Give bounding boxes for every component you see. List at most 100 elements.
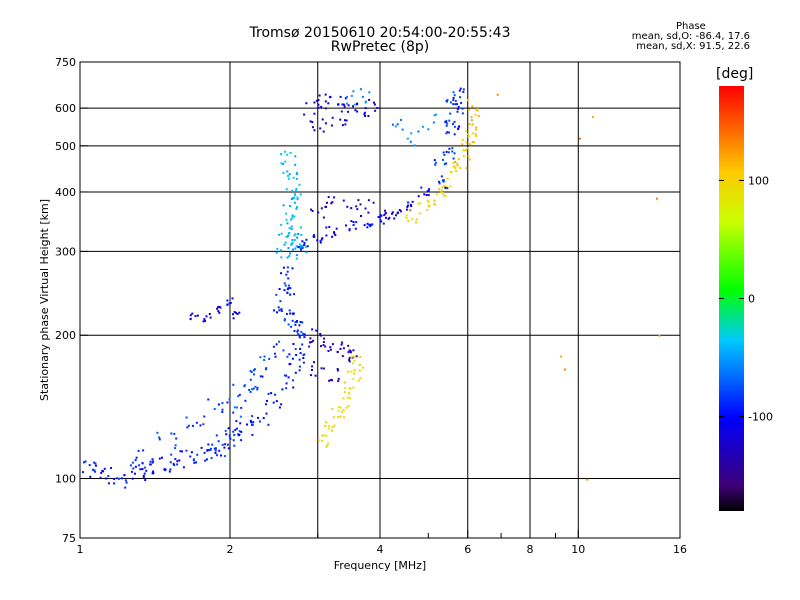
scatter-point [333,196,336,199]
scatter-point [286,256,289,259]
scatter-point [233,406,236,409]
scatter-point [470,119,473,122]
scatter-point [223,446,226,449]
scatter-point [285,273,288,276]
scatter-point [341,103,344,106]
scatter-point [434,203,437,206]
scatter-point [468,123,471,126]
scatter-point [387,217,390,220]
scatter-point [280,308,283,311]
scatter-point [337,380,340,383]
scatter-point [297,246,300,249]
scatter-point [452,98,455,101]
scatter-point [218,311,221,314]
scatter-point [475,108,478,111]
scatter-point [221,402,224,405]
scatter-point [217,310,220,313]
scatter-point [293,193,296,196]
scatter-point [346,396,349,399]
scatter-point [445,119,448,122]
scatter-point [443,154,446,156]
scatter-point [263,359,266,361]
scatter-point [292,379,294,382]
scatter-point [320,105,323,108]
scatter-point [405,216,408,219]
scatter-point [342,347,345,350]
scatter-point [89,475,92,478]
scatter-point [372,201,375,204]
scatter-point [362,366,364,369]
scatter-point [210,457,213,460]
scatter-point [310,341,313,343]
scatter-point [417,202,420,205]
scatter-point [82,471,84,474]
scatter-point [203,318,206,321]
scatter-point [471,123,474,126]
phase-stats-x: mean, sd,X: 91.5, 22.6 [636,41,750,52]
scatter-point [368,98,371,101]
scatter-point [291,312,294,315]
scatter-point [363,224,366,227]
scatter-point [227,447,230,450]
scatter-point [221,443,224,446]
scatter-point [124,486,127,489]
scatter-point [265,368,267,371]
scatter-point [427,128,430,131]
scatter-point [359,377,362,380]
scatter-point [209,316,212,319]
scatter-point [102,470,105,473]
scatter-point [331,426,334,429]
scatter-point [579,137,581,140]
scatter-point [293,330,296,332]
scatter-point [427,204,430,207]
scatter-point [205,315,208,318]
scatter-point [415,218,418,221]
colorbar-tick-label: 100 [748,174,769,187]
scatter-point [196,453,199,456]
scatter-point [285,313,288,315]
scatter-point [443,180,446,183]
scatter-point [265,403,267,406]
colorbar-tick-label: 0 [748,293,755,306]
scatter-point [325,234,328,237]
scatter-point [211,443,214,446]
scatter-point [294,323,297,326]
scatter-point [232,383,235,386]
scatter-point [168,470,171,473]
scatter-point [325,226,328,229]
scatter-point [417,195,420,198]
colorbar-label: [deg] [716,66,754,82]
scatter-point [449,170,452,173]
scatter-point [172,462,175,465]
scatter-point [344,387,347,390]
scatter-point [347,110,350,113]
scatter-point [199,424,202,427]
scatter-point [333,416,335,419]
scatter-point [344,119,346,122]
scatter-point [347,405,350,408]
x-tick-label: 1 [77,543,84,556]
scatter-point [326,201,328,204]
scatter-point [217,306,220,309]
scatter-point [295,173,298,175]
scatter-point [418,212,421,215]
scatter-point [407,204,409,207]
scatter-point [347,104,350,107]
scatter-point [134,472,136,475]
scatter-point [259,356,262,359]
scatter-point [331,407,334,410]
scatter-point [324,345,327,348]
scatter-point [433,200,436,203]
scatter-point [344,381,346,384]
scatter-point [288,309,291,312]
scatter-point [141,468,144,471]
scatter-point [299,246,302,249]
scatter-point [442,194,445,197]
scatter-point [261,375,264,378]
scatter-point [158,438,161,441]
scatter-point [284,150,286,153]
scatter-point [285,188,288,191]
scatter-point [226,299,229,302]
scatter-point [312,126,314,129]
scatter-point [453,165,456,168]
